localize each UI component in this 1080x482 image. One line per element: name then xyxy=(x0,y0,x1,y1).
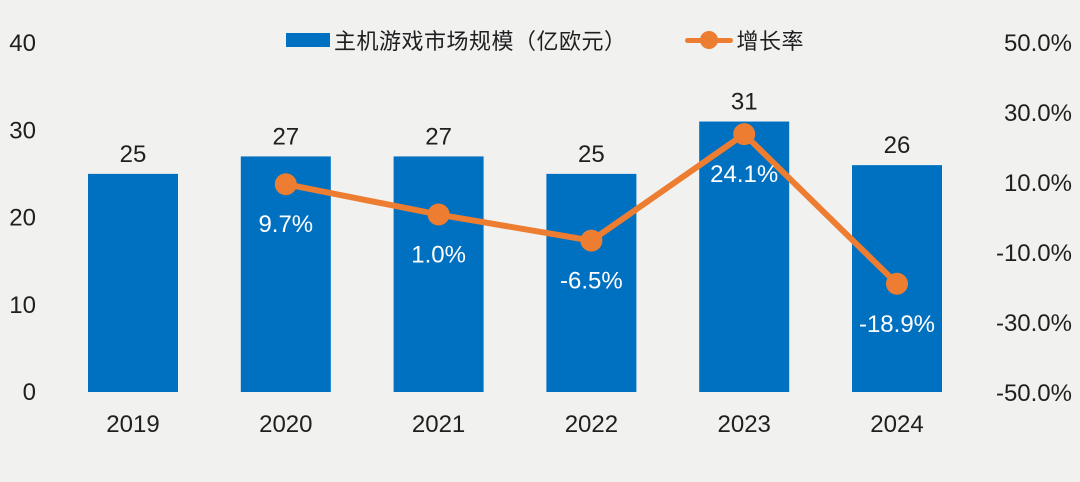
bar-value-label-2019: 25 xyxy=(120,141,147,168)
line-series-swatch-icon xyxy=(684,30,733,50)
right-axis-tick-30.0%: 30.0% xyxy=(1004,100,1072,127)
left-axis-tick-30: 30 xyxy=(9,117,36,144)
line-marker-2023 xyxy=(733,123,756,146)
legend-label-growth-rate: 增长率 xyxy=(736,29,805,54)
bar-2019 xyxy=(88,173,178,392)
right-axis-tick--30.0%: -30.0% xyxy=(996,310,1072,337)
right-axis-tick--50.0%: -50.0% xyxy=(996,380,1072,407)
right-axis-tick-10.0%: 10.0% xyxy=(1004,170,1072,197)
bar-2022 xyxy=(546,173,637,392)
left-axis-tick-20: 20 xyxy=(9,205,36,232)
left-axis-tick-0: 0 xyxy=(23,379,36,406)
x-axis-label-2019: 2019 xyxy=(106,411,159,438)
x-axis-label-2024: 2024 xyxy=(870,411,923,438)
line-value-label-2023: 24.1% xyxy=(710,161,778,188)
left-axis-tick-40: 40 xyxy=(9,30,36,57)
x-axis-label-2023: 2023 xyxy=(718,411,771,438)
x-axis-label-2022: 2022 xyxy=(565,411,618,438)
right-axis-tick-50.0%: 50.0% xyxy=(1004,30,1072,57)
line-value-label-2020: 9.7% xyxy=(258,211,313,238)
bar-series-swatch-icon xyxy=(286,33,330,47)
line-marker-2020 xyxy=(274,173,297,196)
line-value-label-2024: -18.9% xyxy=(859,311,935,338)
legend-entry-market-size: 主机游戏市场规模（亿欧元） xyxy=(286,24,627,56)
legend-entry-growth-rate: 增长率 xyxy=(684,24,805,56)
line-marker-2021 xyxy=(427,203,450,226)
bar-value-label-2020: 27 xyxy=(272,123,299,150)
line-marker-2022 xyxy=(580,229,603,252)
bar-value-label-2021: 27 xyxy=(425,123,452,150)
line-value-label-2021: 1.0% xyxy=(411,242,466,269)
bar-value-label-2024: 26 xyxy=(884,132,911,159)
bar-2020 xyxy=(240,156,331,392)
line-value-label-2022: -6.5% xyxy=(560,268,623,295)
chart-legend: 主机游戏市场规模（亿欧元） 增长率 xyxy=(286,24,804,56)
legend-label-market-size: 主机游戏市场规模（亿欧元） xyxy=(334,29,627,54)
line-marker-2024 xyxy=(886,272,908,295)
x-axis-label-2020: 2020 xyxy=(259,411,312,438)
bar-2021 xyxy=(393,156,484,392)
x-axis-label-2021: 2021 xyxy=(412,411,465,438)
bar-value-label-2023: 31 xyxy=(731,89,758,116)
right-axis-tick--10.0%: -10.0% xyxy=(996,240,1072,267)
left-axis-tick-10: 10 xyxy=(9,292,36,319)
bar-value-label-2022: 25 xyxy=(578,141,605,168)
